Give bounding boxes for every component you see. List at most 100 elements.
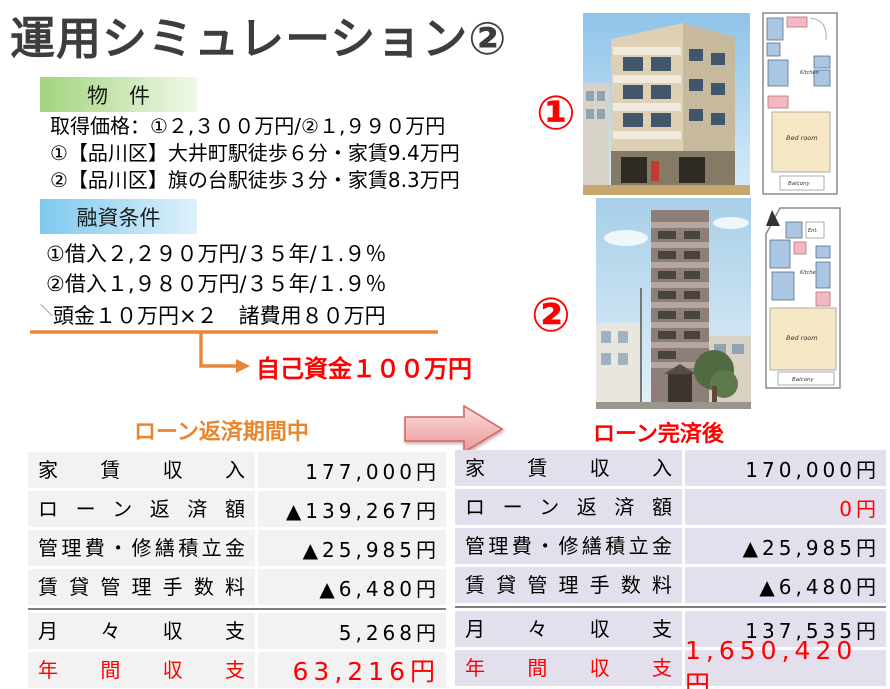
kitchen-label: Kitchen [800, 70, 819, 76]
table-row: 家賃収入 170,000円 [455, 450, 886, 486]
elbow-line [199, 333, 236, 368]
balcony-label: Balcony [792, 377, 815, 383]
bedroom [769, 307, 837, 371]
summary-separator [455, 606, 886, 608]
table-row: 月々収支 5,268円 [28, 613, 446, 649]
table-row: 管理費・修繕積立金 ▲25,985円 [455, 528, 886, 564]
property2-number: ② [531, 288, 571, 343]
kitchen-label: Kitchen [800, 270, 819, 276]
loan-line-2: ②借入１,９８０万円/３５年/１.９％ [46, 272, 387, 296]
row-label: 家賃収入 [455, 450, 682, 486]
elbow-connector [30, 330, 438, 373]
washer [785, 221, 803, 239]
bedroom [771, 111, 831, 173]
row-label: 管理費・修繕積立金 [455, 528, 682, 564]
costs-text: 頭金１０万円×２ 諸費用８０万円 [53, 304, 386, 328]
row-value: 177,000円 [258, 452, 446, 488]
row-label: ローン返済額 [455, 489, 682, 525]
row-value: 170,000円 [685, 450, 886, 486]
balcony [779, 175, 825, 191]
entrance-label: Ent. [808, 228, 818, 234]
building-photo-1 [583, 13, 750, 195]
left-table-title: ローン返済期間中 [134, 420, 309, 445]
row-value: 1,650,420円 [685, 636, 886, 689]
red-door [651, 161, 659, 181]
own-funds-label: 自己資金１００万円 [256, 355, 472, 383]
transition-arrow-icon [404, 404, 504, 454]
table-row: 賃貸管理手数料 ▲6,480円 [455, 567, 886, 603]
right-table-title: ローン完済後 [593, 422, 724, 447]
table-row: ローン返済額 ▲139,267円 [28, 491, 446, 527]
financing-details: ①借入２,２９０万円/３５年/１.９％ ②借入１,９８０万円/３５年/１.９％ [46, 239, 386, 299]
entrance [668, 374, 692, 402]
ground [583, 185, 750, 195]
row-value: ▲6,480円 [258, 569, 446, 605]
property1-number: ① [536, 86, 576, 141]
compass-icon [766, 210, 780, 226]
property-line-price: 取得価格：①２,３００万円/②１,９９０万円 [50, 114, 446, 138]
row-label: 月々収支 [28, 613, 255, 649]
table-row: ローン返済額 0円 [455, 489, 886, 525]
closet [767, 95, 789, 109]
kitchen-sink [815, 261, 831, 289]
building-photo-2 [596, 198, 751, 409]
table-row-annual: 年間収支 1,650,420円 [455, 636, 886, 689]
wc-room [769, 239, 791, 269]
tower-windows [658, 231, 700, 359]
utility-pole [640, 288, 642, 404]
entrance-pediment [664, 364, 696, 374]
row-value: 137,535円 [685, 611, 886, 647]
windows [623, 49, 725, 127]
bedroom-label: Bed room [786, 334, 818, 342]
tick-mark: ＼ [40, 304, 54, 319]
row-label: 賃貸管理手数料 [455, 567, 682, 603]
bath-room [771, 271, 795, 301]
table-row: 管理費・修繕積立金 ▲25,985円 [28, 530, 446, 566]
row-label: 家賃収入 [28, 452, 255, 488]
door-arc [809, 17, 827, 41]
table-during-repayment: 家賃収入 177,000円 ローン返済額 ▲139,267円 管理費・修繕積立金… [28, 452, 446, 689]
table-row: 月々収支 137,535円 [455, 611, 886, 647]
arrowhead-icon [236, 359, 250, 373]
table-row: 賃貸管理手数料 ▲6,480円 [28, 569, 446, 605]
bath-room [767, 59, 789, 87]
balcony [777, 371, 835, 386]
entrance-box [805, 221, 825, 239]
summary-separator [28, 608, 446, 610]
page-title: 運用シミュレーション② [10, 12, 508, 65]
row-label: 年間収支 [455, 650, 682, 686]
row-label: 賃貸管理手数料 [28, 569, 255, 605]
row-value: ▲139,267円 [258, 491, 446, 527]
wc-room [766, 17, 784, 41]
row-value: ▲6,480円 [685, 567, 886, 603]
floor-plan-1: Kitchen Bed room Balcony [762, 12, 838, 195]
property-details: 取得価格：①２,３００万円/②１,９９０万円 ①【品川区】大井町駅徒歩６分・家賃… [50, 113, 460, 194]
balcony-label: Balcony [788, 181, 811, 187]
bedroom-label: Bed room [786, 134, 818, 142]
row-label: ローン返済額 [28, 491, 255, 527]
floor-plan-2: Ent. Kitchen Bed room Balcony [765, 207, 841, 389]
entry-closet [786, 16, 808, 28]
costs-line: ＼頭金１０万円×２ 諸費用８０万円 [40, 300, 386, 330]
closet [793, 241, 807, 255]
loan-line-1: ①借入２,２９０万円/３５年/１.９％ [46, 242, 387, 266]
financing-section-badge: 融資条件 [40, 199, 197, 234]
row-label: 管理費・修繕積立金 [28, 530, 255, 566]
row-value: 5,268円 [258, 613, 446, 649]
property-line-2: ②【品川区】旗の台駅徒歩３分・家賃8.3万円 [50, 168, 460, 192]
row-label: 年間収支 [28, 652, 255, 688]
tree-trunk [712, 386, 717, 404]
street [596, 402, 751, 409]
cloud [604, 230, 648, 246]
property-line-1: ①【品川区】大井町駅徒歩６分・家賃9.4万円 [50, 141, 460, 165]
table-row: 家賃収入 177,000円 [28, 452, 446, 488]
row-value: ▲25,985円 [258, 530, 446, 566]
table-after-payoff: 家賃収入 170,000円 ローン返済額 0円 管理費・修繕積立金 ▲25,98… [455, 450, 886, 689]
table-row-annual: 年間収支 63,216円 [28, 652, 446, 688]
property-section-badge: 物 件 [40, 77, 197, 112]
row-label: 月々収支 [455, 611, 682, 647]
row-value: 0円 [685, 489, 886, 525]
row-value: 63,216円 [258, 652, 446, 688]
balcony-bands [613, 47, 681, 139]
